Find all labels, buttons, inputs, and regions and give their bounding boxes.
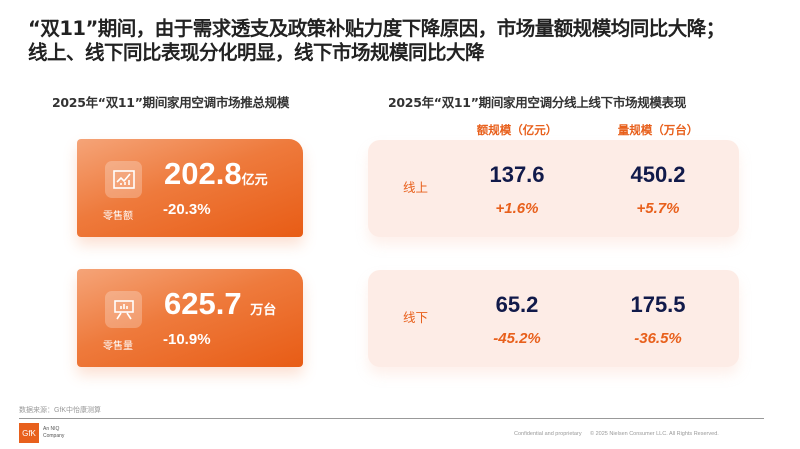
right-heading: 2025年“双11”期间家用空调分线上线下市场规模表现 bbox=[388, 95, 687, 110]
volume-change: +5.7% bbox=[636, 200, 680, 217]
volume-value: 175.5 bbox=[630, 292, 686, 317]
online-row: 线上 137.6 +1.6% 450.2 +5.7% bbox=[368, 140, 739, 237]
card-label: 零售额 bbox=[103, 211, 133, 222]
column-header-volume: 量规模（万台） bbox=[617, 123, 699, 137]
volume-value: 450.2 bbox=[630, 162, 686, 187]
card-value: 625.7 万台 bbox=[164, 286, 277, 321]
volume-change: -36.5% bbox=[634, 330, 682, 347]
sales-value-card: 零售额 202.8亿元 -20.3% bbox=[77, 139, 303, 237]
gfk-logo: GfK bbox=[19, 423, 39, 443]
copyright: © 2025 Nielsen Consumer LLC. All Rights … bbox=[590, 431, 719, 437]
data-source: 数据来源：GfK中怡康测算 bbox=[19, 407, 102, 414]
sales-volume-card: 零售量 625.7 万台 -10.9% bbox=[77, 269, 303, 367]
amount-change: +1.6% bbox=[495, 200, 539, 217]
card-value: 202.8亿元 bbox=[164, 156, 268, 191]
card-change: -10.9% bbox=[163, 331, 211, 348]
row-label: 线下 bbox=[403, 310, 429, 325]
left-heading: 2025年“双11”期间家用空调市场推总规模 bbox=[52, 95, 290, 110]
amount-value: 65.2 bbox=[495, 292, 539, 317]
card-label: 零售量 bbox=[103, 341, 133, 352]
amount-change: -45.2% bbox=[493, 330, 541, 347]
column-header-amount: 额规模（亿元） bbox=[476, 123, 558, 137]
amount-value: 137.6 bbox=[489, 162, 545, 187]
page-title: “双11”期间，由于需求透支及政策补贴力度下降原因，市场量额规模均同比大降； 线… bbox=[28, 17, 725, 65]
title-line-1: “双11”期间，由于需求透支及政策补贴力度下降原因，市场量额规模均同比大降； bbox=[28, 17, 725, 40]
card-change: -20.3% bbox=[163, 201, 211, 218]
row-label: 线上 bbox=[403, 180, 429, 195]
offline-row: 线下 65.2 -45.2% 175.5 -36.5% bbox=[368, 270, 739, 367]
presentation-board-icon bbox=[105, 291, 142, 328]
confidential-note: Confidential and proprietary bbox=[514, 431, 582, 437]
logo-tagline: An NIQ Company bbox=[43, 426, 65, 439]
line-chart-icon bbox=[105, 161, 142, 198]
title-line-2: 线上、线下同比表现分化明显，线下市场规模同比大降 bbox=[28, 41, 485, 64]
footer-divider bbox=[19, 418, 764, 419]
